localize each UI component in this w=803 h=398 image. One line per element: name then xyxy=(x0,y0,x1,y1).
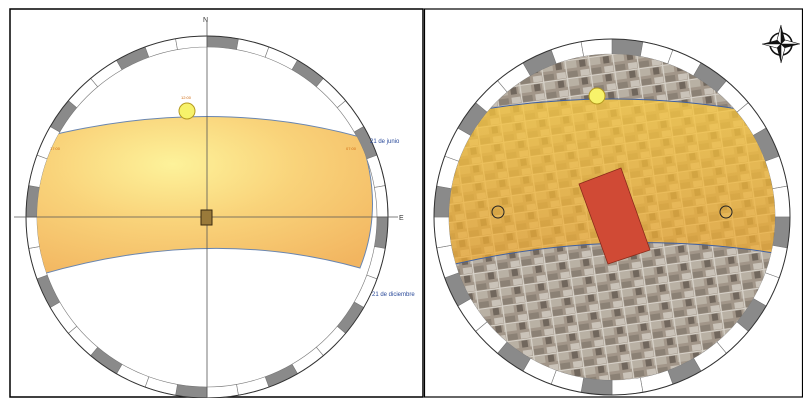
sun-icon xyxy=(588,87,606,105)
ring-segment xyxy=(433,216,452,249)
ring-segment xyxy=(611,377,644,396)
ring-segment xyxy=(772,216,791,249)
ring-segment xyxy=(580,38,613,57)
ring-segment xyxy=(611,38,644,57)
evening-time-label: 07:00 xyxy=(346,146,357,151)
sun-path-diagram-panel: N E 12:00 17:00 07:00 21 de junio 21 de … xyxy=(9,8,424,398)
ring-outline xyxy=(433,38,791,396)
sun-path-diagram: N E 12:00 17:00 07:00 21 de junio 21 de … xyxy=(9,8,424,398)
ring-segment xyxy=(433,185,452,218)
summer-solstice-label: 21 de junio xyxy=(370,139,400,145)
sunrise-marker xyxy=(491,205,505,219)
morning-time-label: 17:00 xyxy=(50,146,61,151)
satellite-overlay-panel xyxy=(424,0,803,398)
noon-label: 12:00 xyxy=(181,95,192,100)
building-marker xyxy=(200,209,213,226)
sunset-marker xyxy=(719,205,733,219)
east-label: E xyxy=(399,215,404,222)
degree-ring xyxy=(25,35,389,398)
north-label: N xyxy=(203,17,208,24)
sun-icon xyxy=(178,102,196,120)
compass-rose-icon xyxy=(761,24,801,64)
building-footprint xyxy=(578,167,651,265)
ring-segment xyxy=(772,185,791,218)
sun-path-band xyxy=(37,116,373,277)
winter-solstice-label: 21 de diciembre xyxy=(372,292,415,298)
satellite-overlay xyxy=(424,8,803,398)
ring-segment xyxy=(580,377,613,396)
